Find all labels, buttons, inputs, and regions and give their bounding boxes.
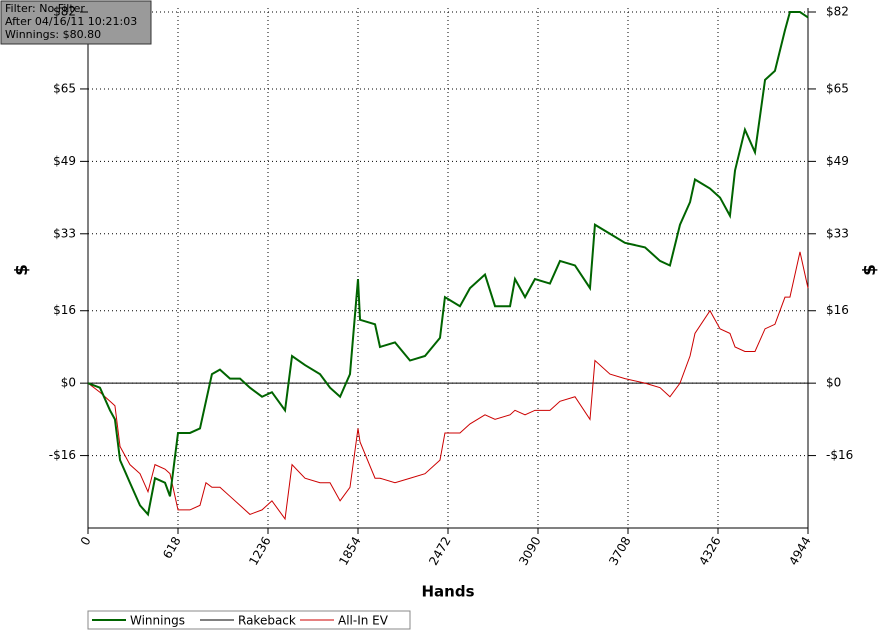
y2-tick-label: $82 [826,5,849,19]
series-line [87,251,809,521]
info-line: Winnings: $80.80 [5,28,101,41]
info-box: Filter: No Filter After 04/16/11 10:21:0… [0,0,152,45]
legend-items: Winnings Rakeback All-In EV [92,614,389,628]
y-tick-label: $49 [53,154,76,168]
y-tick-label: $33 [53,226,76,240]
legend-label: All-In EV [338,614,389,628]
y-tick-label: $0 [61,376,76,390]
y-tick-label: $65 [53,81,76,95]
y2-tick-label: -$16 [826,448,853,462]
y2-tick-label: $16 [826,303,849,317]
y-tick-label: -$16 [49,448,76,462]
y2-tick-label: $33 [826,226,849,240]
info-line: After 04/16/11 10:21:03 [5,15,137,28]
x-label: Hands [421,583,474,601]
info-bg [0,0,152,45]
y2-tick-label: $0 [826,376,841,390]
plot [87,8,809,528]
y-label-right: $ [860,264,880,276]
legend [87,610,411,630]
y-label-left: $ [12,264,32,276]
info-line: Filter: No Filter [5,2,85,15]
y-tick-label: $16 [53,303,76,317]
legend-label: Rakeback [238,614,296,628]
y2-tick-label: $49 [826,154,849,168]
legend-label: Winnings [130,614,185,628]
y2-tick-label: $65 [826,81,849,95]
series-line [87,11,809,517]
y-tick-label: $82 [53,5,76,19]
